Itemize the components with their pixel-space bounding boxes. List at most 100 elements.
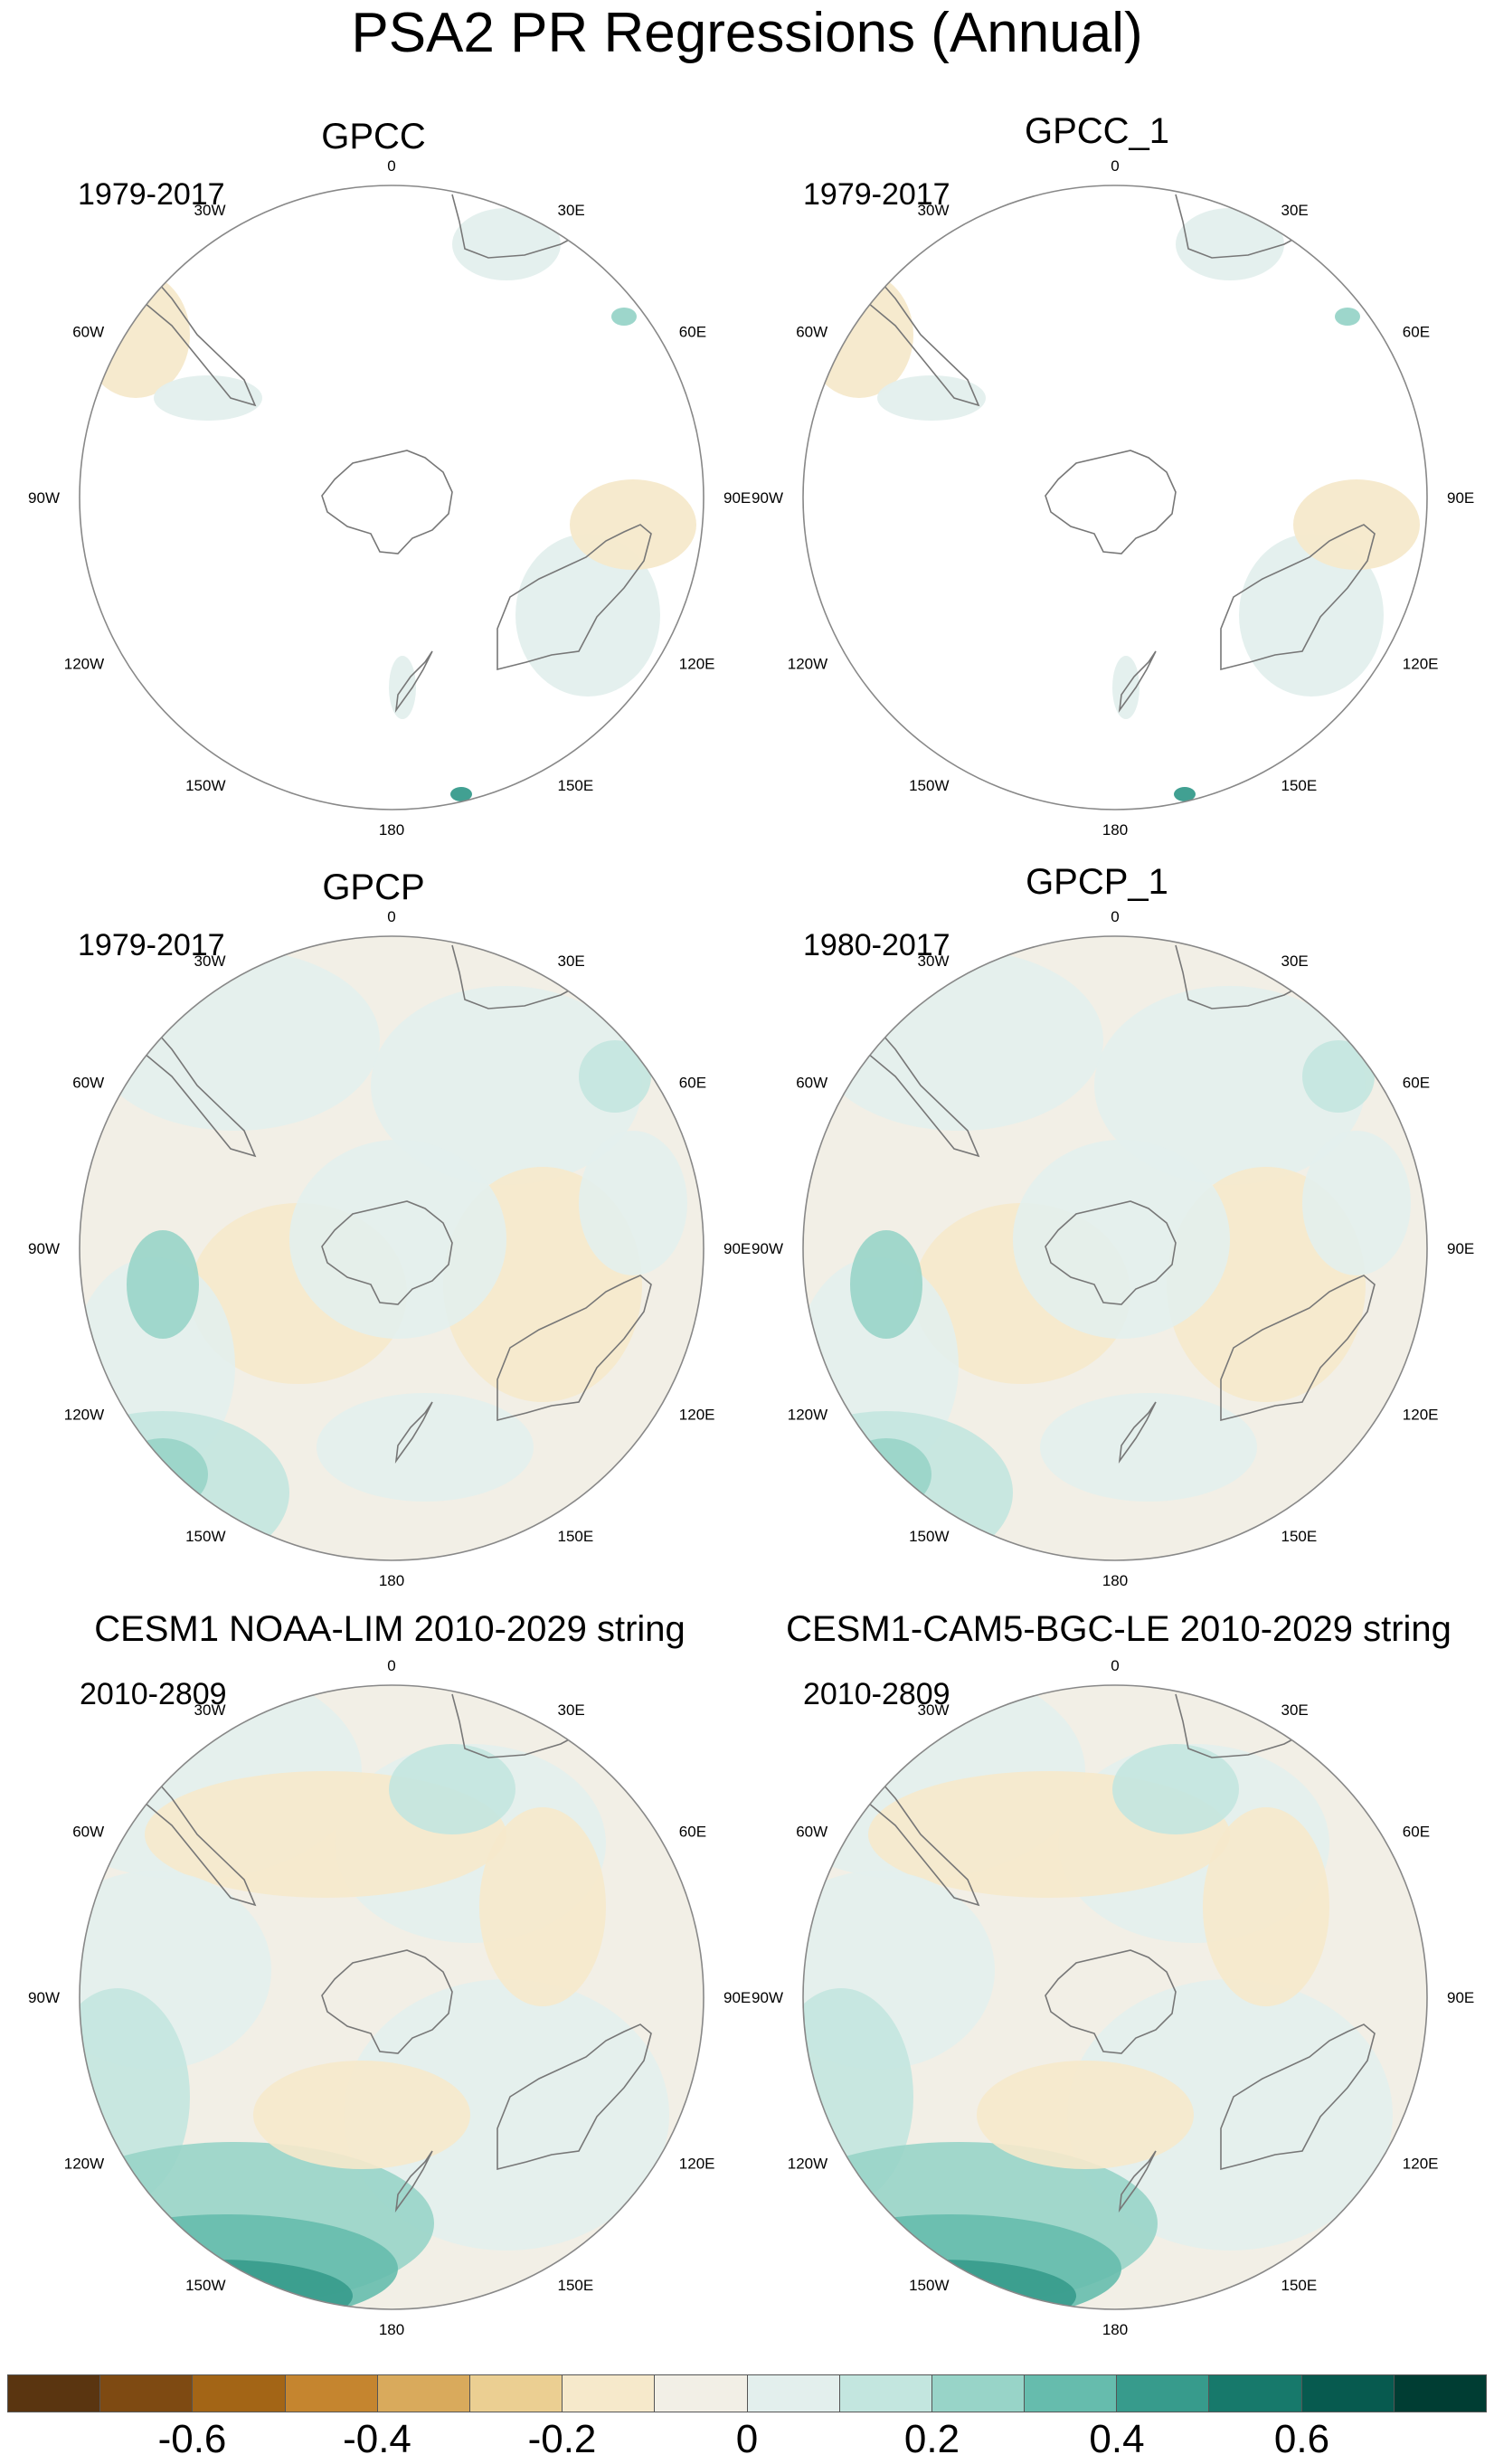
longitude-label: 90W bbox=[752, 1240, 783, 1257]
map-boundary bbox=[802, 1684, 1428, 2310]
field-patch bbox=[515, 534, 660, 697]
colorbar-tick-label: 0 bbox=[735, 2417, 759, 2461]
longitude-label: 150W bbox=[185, 777, 225, 794]
antarctica-coastline bbox=[1045, 1200, 1177, 1305]
new-zealand-coastline bbox=[394, 2150, 433, 2213]
longitude-label: 150E bbox=[1281, 2277, 1318, 2294]
colorbar-segment bbox=[8, 2375, 101, 2412]
longitude-label: 120W bbox=[788, 2156, 827, 2173]
longitude-label: 30W bbox=[194, 1701, 226, 1719]
field-patch bbox=[579, 1040, 651, 1113]
longitude-label: 60E bbox=[679, 324, 706, 341]
field-patch bbox=[814, 950, 1103, 1131]
field-patch bbox=[1335, 308, 1360, 326]
colorbar-segment bbox=[1025, 2375, 1118, 2412]
field-patch bbox=[450, 787, 472, 801]
longitude-label: 60E bbox=[1403, 324, 1430, 341]
longitude-label: 60E bbox=[1403, 1824, 1430, 1841]
panel-gpcp: GPCP 1979-2017 0 30E 60E 90E 120E 150E 180 150W… bbox=[0, 859, 751, 1610]
longitude-label: 30W bbox=[918, 202, 950, 219]
field-patch bbox=[1302, 1131, 1411, 1275]
field-patch bbox=[977, 2061, 1194, 2169]
longitude-label: 90W bbox=[752, 489, 783, 507]
australia-coastline bbox=[1220, 1275, 1376, 1422]
field-patch bbox=[579, 1131, 687, 1275]
longitude-label: 0 bbox=[1111, 157, 1119, 175]
colorbar-segment bbox=[469, 2375, 563, 2412]
longitude-label: 120E bbox=[1403, 2156, 1439, 2173]
new-zealand-coastline bbox=[1118, 650, 1157, 713]
longitude-label: 0 bbox=[1111, 908, 1119, 925]
panel-period: 1979-2017 bbox=[803, 177, 950, 212]
longitude-label: 180 bbox=[379, 1572, 404, 1589]
australia-coastline bbox=[496, 2023, 652, 2171]
longitude-label: 90E bbox=[1447, 489, 1474, 507]
panel-gpcp-1: GPCP_1 1980-2017 0 30E 60E 90E 120E 150E 180 15… bbox=[723, 859, 1474, 1610]
longitude-label: 120W bbox=[64, 1407, 104, 1424]
field-patch bbox=[1293, 479, 1420, 570]
africa-coastline bbox=[451, 944, 587, 1009]
colorbar-tick-label: 0.2 bbox=[903, 2417, 960, 2461]
polar-map: 0 30E 60E 90E 120E 150E 180 150W 120W 90W 60W 30W bbox=[752, 157, 1474, 839]
field-patch bbox=[452, 208, 561, 280]
longitude-label: 90W bbox=[752, 1989, 783, 2006]
field-patch bbox=[154, 375, 262, 421]
longitude-label: 120W bbox=[64, 2156, 104, 2173]
colorbar-tick-label: 0.4 bbox=[1089, 2417, 1145, 2461]
longitude-label: 120W bbox=[64, 656, 104, 673]
longitude-label: 60W bbox=[72, 324, 104, 341]
colorbar bbox=[7, 2374, 1487, 2412]
longitude-label: 30E bbox=[558, 202, 585, 219]
longitude-label: 90E bbox=[723, 1989, 751, 2006]
field-patch bbox=[253, 2061, 470, 2169]
longitude-label: 60W bbox=[796, 1075, 827, 1092]
colorbar-segment bbox=[1209, 2375, 1302, 2412]
map-boundary bbox=[79, 935, 704, 1561]
longitude-label: 30W bbox=[918, 952, 950, 970]
longitude-label: 90W bbox=[28, 1989, 60, 2006]
longitude-label: 150W bbox=[909, 1528, 949, 1545]
new-zealand-coastline bbox=[394, 1401, 433, 1464]
field-patch bbox=[1176, 208, 1284, 280]
field-patch bbox=[877, 375, 986, 421]
field-patch bbox=[289, 1140, 506, 1339]
longitude-label: 30E bbox=[558, 952, 585, 970]
longitude-label: 180 bbox=[379, 821, 404, 839]
longitude-label: 180 bbox=[1102, 821, 1128, 839]
field-patch bbox=[1239, 534, 1384, 697]
panel-title: CESM1 NOAA-LIM 2010-2029 string bbox=[94, 1609, 686, 1649]
longitude-label: 90E bbox=[1447, 1240, 1474, 1257]
field-layer bbox=[80, 185, 704, 810]
longitude-label: 0 bbox=[1111, 1657, 1119, 1674]
longitude-label: 180 bbox=[1102, 1572, 1128, 1589]
longitude-label: 150W bbox=[185, 1528, 225, 1545]
field-patch bbox=[1203, 1807, 1329, 2006]
new-zealand-coastline bbox=[394, 650, 433, 713]
field-patch bbox=[805, 2260, 1076, 2309]
longitude-label: 30E bbox=[1281, 202, 1309, 219]
field-patch bbox=[803, 1411, 1013, 1560]
longitude-label: 180 bbox=[379, 2321, 404, 2338]
australia-coastline bbox=[496, 524, 652, 671]
panel-gpcc-1: GPCC_1 1979-2017 0 30E 60E 90E 120E 150E 180 15… bbox=[723, 109, 1474, 859]
longitude-label: 60W bbox=[72, 1075, 104, 1092]
field-patch bbox=[1302, 1040, 1375, 1113]
longitude-label: 150E bbox=[558, 1528, 594, 1545]
antarctica-coastline bbox=[1045, 1949, 1177, 2054]
field-patch bbox=[344, 1979, 669, 2251]
longitude-label: 120E bbox=[679, 2156, 715, 2173]
field-patch bbox=[118, 1438, 208, 1511]
panel-title: GPCC_1 bbox=[1024, 111, 1170, 151]
africa-coastline bbox=[451, 194, 587, 259]
longitude-label: 0 bbox=[387, 1657, 395, 1674]
africa-coastline bbox=[1175, 1693, 1310, 1758]
longitude-label: 60W bbox=[796, 324, 827, 341]
figure-title: PSA2 PR Regressions (Annual) bbox=[351, 2, 1143, 64]
field-patch bbox=[1112, 1744, 1239, 1834]
longitude-label: 0 bbox=[387, 157, 395, 175]
panel-title: GPCP_1 bbox=[1026, 862, 1168, 902]
panel-period: 1979-2017 bbox=[78, 928, 225, 962]
field-patch bbox=[127, 1230, 199, 1339]
panel-title: CESM1-CAM5-BGC-LE 2010-2029 string bbox=[786, 1609, 1451, 1649]
field-patch bbox=[1094, 986, 1366, 1185]
